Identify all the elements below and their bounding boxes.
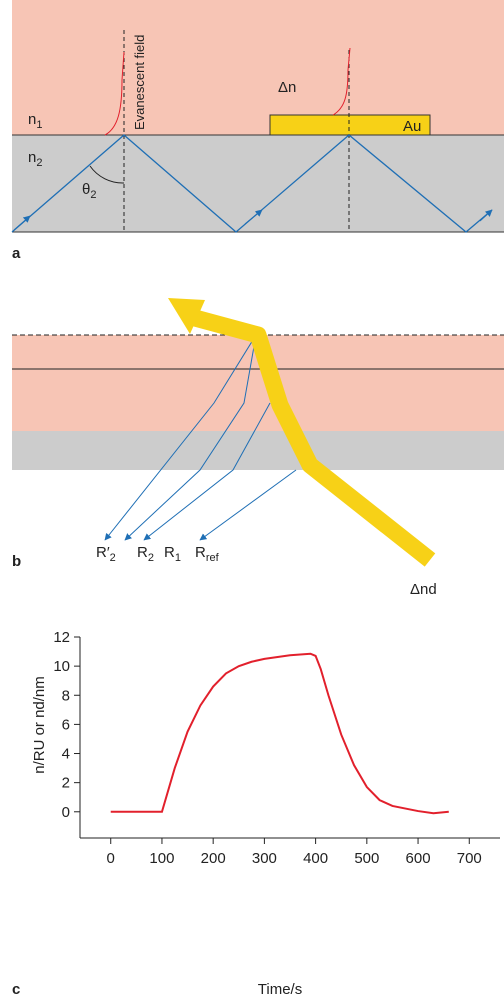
n2-text: n	[28, 149, 36, 166]
r1: R1	[164, 544, 181, 564]
y-tick-label: 0	[62, 804, 70, 821]
y-tick-label: 6	[62, 716, 70, 733]
x-tick-label: 500	[354, 850, 379, 867]
line	[111, 654, 449, 813]
y-tick-label: 2	[62, 775, 70, 792]
n1-sub: 1	[36, 119, 42, 131]
rref: Rref	[195, 544, 220, 564]
ray	[200, 470, 296, 540]
figure: n1 n2 θ2 Evanescent field Δn Au a R′2 R2…	[0, 0, 504, 1004]
rref-text: R	[195, 544, 206, 561]
n2-sub: 2	[36, 157, 42, 169]
panel-label: b	[12, 553, 21, 570]
x-tick-label: 600	[406, 850, 431, 867]
chart: Time/s n/RU or nd/nm c 0 2 4 6 8 10 12 0 100 200 3…	[12, 629, 500, 998]
delta-nd: Δnd	[410, 581, 437, 598]
r2-sub: 2	[148, 552, 154, 564]
y-tick-label: 8	[62, 687, 70, 704]
x-tick-label: 400	[303, 850, 328, 867]
r1-text: R	[164, 544, 175, 561]
panel-label: a	[12, 245, 21, 262]
y-tick-label: 10	[53, 658, 70, 675]
y-tick-label: 12	[53, 629, 70, 646]
rref-sub: ref	[206, 552, 220, 564]
x-tick-label: 300	[252, 850, 277, 867]
delta-n: Δn	[278, 79, 296, 96]
gold-label: Au	[403, 118, 421, 135]
substrate	[12, 431, 504, 470]
n1-text: n	[28, 111, 36, 128]
r2: R2	[137, 544, 154, 564]
y-axis-label: n/RU or nd/nm	[31, 676, 48, 774]
field-label: Evanescent field	[132, 35, 147, 130]
r2p: R′2	[96, 544, 116, 564]
theta-sub: 2	[90, 189, 96, 201]
r2-text: R	[137, 544, 148, 561]
y-tick-label: 4	[62, 746, 70, 763]
r2p-sub: 2	[110, 552, 116, 564]
theta-text: θ	[82, 181, 90, 198]
x-tick-label: 100	[149, 850, 174, 867]
x-tick-label: 0	[107, 850, 115, 867]
panel-label: c	[12, 981, 20, 998]
x-tick-label: 200	[201, 850, 226, 867]
x-tick-label: 700	[457, 850, 482, 867]
x-axis-label: Time/s	[258, 981, 302, 998]
r2p-text: R′	[96, 544, 110, 561]
page: {"panel_a":{"label":"a","n1":{"text":"n"…	[0, 0, 504, 1004]
r1-sub: 1	[175, 552, 181, 564]
